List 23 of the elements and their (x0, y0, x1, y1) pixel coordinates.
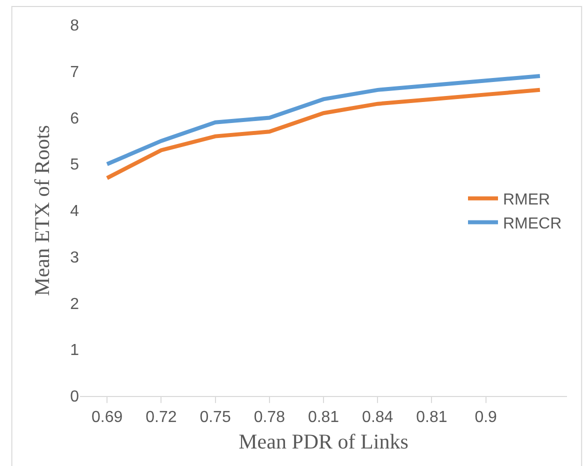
y-tick-label: 7 (70, 64, 80, 81)
y-tick-label: 1 (70, 342, 80, 360)
legend-label: RMECR (503, 215, 562, 232)
x-tick-label: 0.84 (362, 409, 394, 426)
x-tick-label: 0.78 (254, 409, 286, 426)
legend-label: RMER (503, 192, 550, 209)
x-tick-label: 0.72 (146, 409, 177, 426)
x-tick-label: 0.75 (200, 409, 231, 426)
x-tick-label: 0.81 (416, 409, 448, 426)
y-tick-label: 8 (70, 18, 80, 35)
y-tick-label: 2 (70, 296, 80, 313)
y-tick-label: 4 (70, 203, 80, 220)
y-tick-label: 0 (70, 388, 80, 406)
y-tick-label: 6 (70, 110, 80, 128)
x-axis-title: Mean PDR of Links (238, 429, 408, 454)
x-tick-label: 0.81 (308, 409, 340, 426)
x-tick-label: 0.69 (91, 409, 123, 426)
line-series (105, 88, 542, 180)
y-tick-label: 5 (70, 156, 80, 174)
line-series (105, 74, 542, 166)
y-tick-label: 3 (70, 249, 80, 266)
x-tick-label: 0.9 (474, 409, 498, 426)
y-axis-title: Mean ETX of Roots (30, 125, 54, 296)
